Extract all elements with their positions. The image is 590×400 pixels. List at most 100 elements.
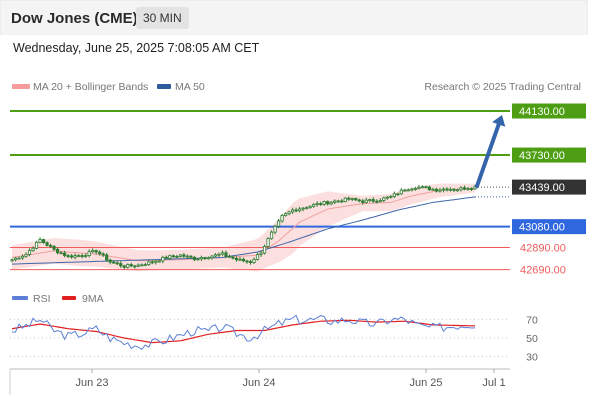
candle <box>248 259 253 265</box>
candle <box>406 188 410 192</box>
candle <box>266 237 270 249</box>
candle <box>452 188 456 192</box>
candle <box>10 258 14 263</box>
candle <box>455 188 460 192</box>
candle <box>66 253 70 259</box>
candle <box>438 187 442 193</box>
candle <box>45 241 49 247</box>
candle <box>255 252 260 261</box>
candle <box>410 187 414 192</box>
candle <box>196 257 200 261</box>
candle <box>441 187 446 193</box>
candle <box>319 201 323 206</box>
level-badge-43730.00 <box>512 147 586 163</box>
candle <box>192 256 196 262</box>
candle <box>154 259 158 265</box>
candle <box>466 186 470 191</box>
candle <box>459 186 463 192</box>
candle <box>389 194 393 199</box>
candle <box>41 238 46 244</box>
candle <box>213 253 218 258</box>
candle <box>220 250 225 256</box>
candle <box>343 197 347 203</box>
x-tick-label: Jun 23 <box>75 377 108 389</box>
candle <box>294 207 298 213</box>
candle <box>224 250 228 259</box>
candle <box>13 257 18 262</box>
candle <box>17 256 21 260</box>
candle <box>27 248 32 257</box>
candle <box>34 240 39 250</box>
candle <box>164 255 168 260</box>
candle <box>98 250 102 256</box>
candle <box>385 196 389 200</box>
candle <box>273 224 277 235</box>
candle <box>48 243 53 248</box>
candle <box>203 256 207 260</box>
candle <box>119 261 123 268</box>
candle <box>445 187 449 192</box>
timeframe-button[interactable]: 30 MIN <box>136 7 189 29</box>
candle <box>298 206 302 213</box>
candle <box>147 259 151 266</box>
candle <box>199 255 204 262</box>
candle <box>182 252 186 258</box>
candle <box>301 207 305 212</box>
candle <box>234 256 239 262</box>
legend-swatch-rsi-ma <box>62 296 76 300</box>
candle <box>115 261 119 266</box>
candle <box>227 254 232 259</box>
candle <box>269 230 274 240</box>
candle <box>175 254 179 259</box>
candle <box>185 254 189 259</box>
candle <box>368 198 372 203</box>
candle <box>94 249 98 255</box>
chart-datetime: Wednesday, June 25, 2025 7:08:05 AM CET <box>13 41 260 55</box>
candle <box>350 197 354 202</box>
candle <box>168 254 172 260</box>
candle <box>315 201 319 207</box>
chart-header <box>0 0 588 35</box>
candle <box>206 256 211 260</box>
candle <box>189 255 193 259</box>
candle <box>157 259 161 263</box>
candle <box>371 197 375 204</box>
candle <box>122 264 126 270</box>
candle <box>354 197 358 201</box>
x-tick-label: Jul 1 <box>482 377 505 389</box>
level-badge-44130.00 <box>512 103 586 119</box>
x-tick-label: Jun 24 <box>242 377 275 389</box>
candle <box>105 252 109 262</box>
candle <box>431 187 435 191</box>
candle <box>396 192 400 196</box>
legend-swatch-ma20 <box>12 84 30 89</box>
candle <box>291 207 295 214</box>
candle <box>469 187 474 191</box>
target-arrow <box>475 122 501 189</box>
candle <box>241 257 246 263</box>
candle <box>178 254 182 258</box>
candle <box>31 246 35 252</box>
candle <box>287 210 291 216</box>
candle <box>55 246 60 255</box>
current-price-badge <box>512 179 586 195</box>
candle <box>217 252 221 257</box>
candle <box>392 191 396 199</box>
candle <box>84 253 88 258</box>
candle <box>238 256 242 262</box>
candle <box>357 198 361 203</box>
candle <box>420 185 424 189</box>
level-label-43080.00: 43080.00 <box>519 222 565 234</box>
legend-rsi-ma: 9MA <box>82 293 104 305</box>
candle <box>427 185 432 191</box>
candle <box>417 184 421 190</box>
level-label-44130.00: 44130.00 <box>519 106 565 118</box>
candle <box>364 197 368 204</box>
candle <box>308 205 312 209</box>
candle <box>375 199 379 204</box>
candle <box>136 263 140 268</box>
candle <box>378 198 382 203</box>
candle <box>80 253 84 259</box>
candle <box>336 199 340 203</box>
candle <box>38 237 42 244</box>
